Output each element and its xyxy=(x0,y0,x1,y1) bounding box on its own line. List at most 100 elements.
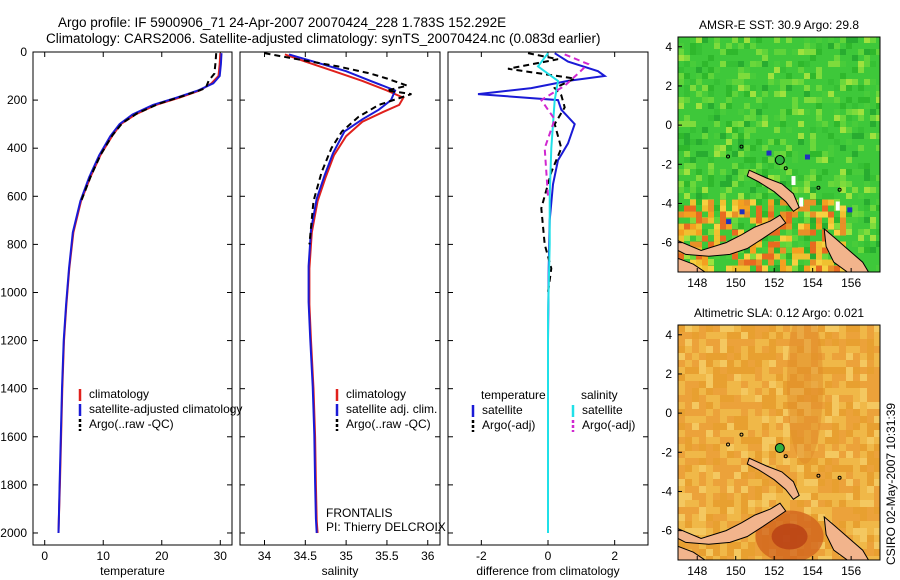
sst-cell xyxy=(810,127,816,133)
sst-cell xyxy=(804,247,810,253)
legend-label: satellite adj. clim. xyxy=(346,402,437,416)
sst-cell xyxy=(774,175,780,181)
sla-cell xyxy=(678,332,685,339)
sst-warm-cell xyxy=(726,265,732,272)
sla-cell xyxy=(762,444,769,451)
map-x-tick-label: 150 xyxy=(726,564,746,578)
sst-warm-cell xyxy=(702,259,708,266)
sla-cell xyxy=(867,353,874,360)
sst-cell xyxy=(786,145,792,151)
sla-cell xyxy=(776,339,783,346)
sst-warm-cell xyxy=(732,211,738,218)
sla-cell xyxy=(769,395,776,402)
sla-cell xyxy=(776,416,783,423)
sla-cell xyxy=(762,423,769,430)
sla-cell xyxy=(734,339,741,346)
x-axis-label: salinity xyxy=(322,564,359,578)
sla-cell xyxy=(755,339,762,346)
sst-warm-cell xyxy=(684,211,690,218)
sst-warm-cell xyxy=(834,265,840,272)
sla-cell xyxy=(825,514,832,521)
x-tick-label: 0 xyxy=(545,549,552,563)
sla-cell xyxy=(727,367,734,374)
sla-cell xyxy=(867,486,874,493)
sla-cell xyxy=(783,332,790,339)
title-line-1: Argo profile: IF 5900906_71 24-Apr-2007 … xyxy=(58,15,506,30)
sst-cell xyxy=(846,217,852,223)
sla-cell xyxy=(853,325,860,332)
sst-cell xyxy=(876,265,880,271)
sla-cell xyxy=(692,367,699,374)
sst-cell xyxy=(828,133,834,139)
sla-cell xyxy=(678,374,685,381)
sla-cell xyxy=(762,500,769,507)
sst-cell xyxy=(750,73,756,79)
sla-cell xyxy=(727,556,734,560)
sst-cell xyxy=(876,187,880,193)
sst-cell xyxy=(750,223,756,229)
sla-cell xyxy=(853,353,860,360)
sst-cell xyxy=(858,229,864,235)
x-tick-label: 10 xyxy=(97,549,111,563)
sst-cell xyxy=(840,145,846,151)
sst-cell xyxy=(684,169,690,175)
sst-missing xyxy=(799,197,804,207)
sst-cell xyxy=(738,163,744,169)
sst-missing xyxy=(835,201,840,211)
sla-cell xyxy=(860,409,867,416)
legend-label: satellite-adjusted climatology xyxy=(89,402,242,416)
sst-cell xyxy=(684,121,690,127)
sla-cell xyxy=(685,444,692,451)
sla-cell xyxy=(755,507,762,514)
sla-cell xyxy=(741,486,748,493)
sla-cell xyxy=(769,339,776,346)
sla-cell xyxy=(755,458,762,465)
sst-cell xyxy=(738,85,744,91)
sla-cell xyxy=(832,332,839,339)
sla-cell xyxy=(860,535,867,542)
sla-cell xyxy=(755,430,762,437)
sla-cell xyxy=(811,500,818,507)
sla-cell xyxy=(748,416,755,423)
sst-cell xyxy=(822,223,828,229)
sst-warm-cell xyxy=(702,205,708,212)
sla-cell xyxy=(713,346,720,353)
sla-cell xyxy=(685,374,692,381)
sst-warm-cell xyxy=(708,205,714,212)
sla-cell xyxy=(755,353,762,360)
sst-cell xyxy=(702,193,708,199)
sla-cell xyxy=(706,360,713,367)
sla-cell xyxy=(734,346,741,353)
sla-cell xyxy=(678,521,685,528)
sla-cell xyxy=(699,402,706,409)
sla-cell xyxy=(860,402,867,409)
sst-cell xyxy=(684,85,690,91)
sla-cell xyxy=(741,514,748,521)
sst-warm-cell xyxy=(816,211,822,218)
sla-cell xyxy=(846,514,853,521)
sla-cell xyxy=(755,556,762,560)
sst-cell xyxy=(816,199,822,205)
sst-cell xyxy=(726,139,732,145)
legend-label: climatology xyxy=(89,387,149,401)
sst-cell xyxy=(840,175,846,181)
sla-cell xyxy=(867,381,874,388)
sla-cell xyxy=(818,458,825,465)
sst-cell xyxy=(786,61,792,67)
sla-cell xyxy=(874,374,880,381)
sst-cell xyxy=(852,121,858,127)
sst-cell xyxy=(864,79,870,85)
sst-warm-cell xyxy=(780,223,786,230)
sla-cell xyxy=(839,500,846,507)
sla-cell xyxy=(678,451,685,458)
sla-cell xyxy=(769,402,776,409)
sla-cell xyxy=(762,458,769,465)
map-x-tick-label: 154 xyxy=(803,564,823,578)
sla-cell xyxy=(706,388,713,395)
sla-cell xyxy=(818,542,825,549)
sla-cell xyxy=(720,514,727,521)
sst-cell xyxy=(804,97,810,103)
sla-cell xyxy=(860,458,867,465)
sst-cell xyxy=(738,73,744,79)
